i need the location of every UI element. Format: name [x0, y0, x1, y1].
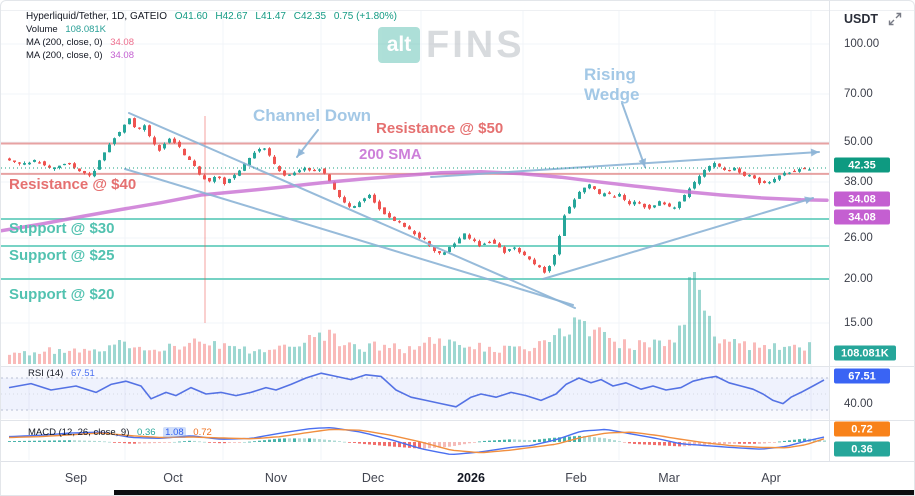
rsi-legend-row[interactable]: RSI (14) 67.51: [28, 368, 95, 379]
time-label-mar: Mar: [658, 471, 680, 485]
change-value: 0.75 (+1.80%): [333, 11, 397, 22]
price-tick: 15.00: [844, 317, 873, 329]
time-label-oct: Oct: [163, 471, 183, 485]
price-chart-canvas[interactable]: [1, 1, 829, 461]
expand-scale-icon[interactable]: [888, 12, 902, 26]
axis-currency-label: USDT: [844, 12, 879, 26]
time-label-sep: Sep: [64, 471, 88, 485]
ma-badge-2: 34.08: [834, 209, 890, 225]
symbol-legend: Hyperliquid/Tether, 1D, GATEIO O41.60 H4…: [26, 11, 397, 63]
ohlc-close-label: C: [293, 11, 302, 22]
macd-hist-value: 0.36: [137, 427, 156, 438]
price-tick: 70.00: [844, 88, 873, 100]
annotation-channel-down[interactable]: Channel Down: [253, 106, 372, 125]
ma2-label: MA (200, close, 0): [26, 50, 103, 61]
volume-value: 108.081K: [65, 24, 107, 35]
last-price-badge: 42.35: [834, 157, 890, 173]
price-tick: 100.00: [844, 38, 880, 50]
price-tick: 40.00: [844, 398, 873, 410]
ma-badge-1: 34.08: [834, 191, 890, 207]
price-tick: 20.00: [844, 273, 873, 285]
rsi-value: 67.51: [71, 368, 95, 379]
pane-separator-macd[interactable]: [1, 420, 914, 421]
ohlc-high-label: H: [215, 11, 223, 22]
time-label-apr: Apr: [761, 471, 781, 485]
time-label-dec: Dec: [361, 471, 385, 485]
macd-line-value: 1.08: [163, 427, 186, 438]
price-tick: 50.00: [844, 136, 873, 148]
annotation-support-25[interactable]: Support @ $25: [9, 247, 115, 264]
ma2-legend-row[interactable]: MA (200, close, 0) 34.08: [26, 50, 397, 63]
annotation-resistance-40[interactable]: Resistance @ $40: [9, 176, 137, 193]
volume-badge: 108.081K: [834, 345, 896, 361]
annotation-resistance-50[interactable]: Resistance @ $50: [376, 120, 504, 137]
time-label-nov: Nov: [264, 471, 288, 485]
annotation-support-30[interactable]: Support @ $30: [9, 220, 115, 237]
ma1-legend-row[interactable]: MA (200, close, 0) 34.08: [26, 37, 397, 50]
macd-label: MACD (12, 26, close, 9): [28, 427, 130, 438]
altfins-logo-alt-box: alt: [378, 27, 420, 63]
annotation-rising-wedge[interactable]: Rising Wedge: [584, 65, 640, 105]
macd-hist-badge: 0.36: [834, 441, 890, 457]
ma1-value: 34.08: [110, 37, 134, 48]
price-tick: 38.00: [844, 176, 873, 188]
ohlc-low-label: L: [255, 11, 261, 22]
annotation-200-sma[interactable]: 200 SMA: [359, 146, 422, 163]
pane-separator-rsi[interactable]: [1, 366, 914, 367]
ma2-value: 34.08: [110, 50, 134, 61]
ohlc-high-value: 42.67: [222, 11, 248, 22]
ohlc-low-value: 41.47: [260, 11, 286, 22]
macd-signal-badge: 0.72: [834, 421, 890, 437]
ohlc-open-value: 41.60: [182, 11, 208, 22]
price-axis[interactable]: USDT 100.00 70.00 50.00 38.00 26.00 20.00 15.0…: [829, 1, 914, 461]
bottom-black-bar: [114, 490, 914, 495]
altfins-logo-fins: FINS: [426, 24, 525, 66]
annotation-support-20[interactable]: Support @ $20: [9, 286, 115, 303]
ohlc-open-label: O: [174, 11, 183, 22]
rsi-badge: 67.51: [834, 368, 890, 384]
time-label-feb: Feb: [565, 471, 587, 485]
macd-legend-row[interactable]: MACD (12, 26, close, 9) 0.36 1.08 0.72: [28, 427, 212, 438]
altfins-watermark: alt FINS: [378, 26, 525, 64]
rsi-label: RSI (14): [28, 368, 64, 379]
top-divider: [1, 10, 914, 11]
symbol-title: Hyperliquid/Tether, 1D, GATEIO: [26, 11, 167, 22]
volume-legend-row[interactable]: Volume 108.081K: [26, 24, 397, 37]
volume-label: Volume: [26, 24, 58, 35]
price-tick: 26.00: [844, 232, 873, 244]
macd-signal-value: 0.72: [193, 427, 212, 438]
symbol-legend-row[interactable]: Hyperliquid/Tether, 1D, GATEIO O41.60 H4…: [26, 11, 397, 24]
ma1-label: MA (200, close, 0): [26, 37, 103, 48]
time-label-2026: 2026: [457, 471, 485, 485]
time-axis[interactable]: Sep Oct Nov Dec 2026 Feb Mar Apr: [1, 461, 914, 491]
ohlc-close-value: 42.35: [301, 11, 327, 22]
